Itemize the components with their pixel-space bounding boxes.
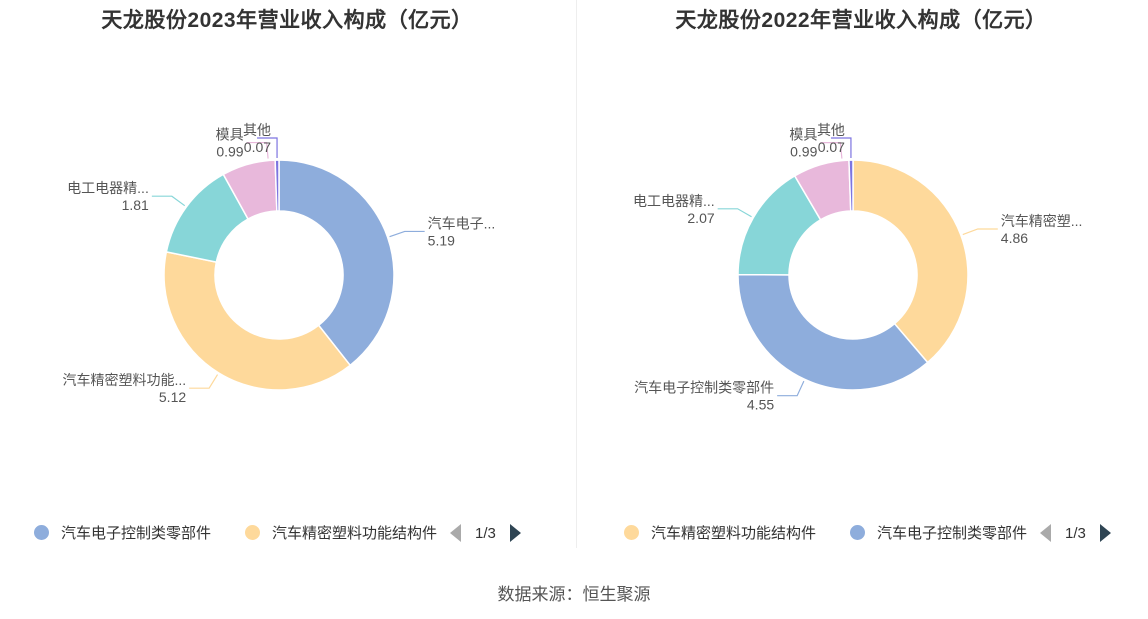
chart-title: 天龙股份2023年营业收入构成（亿元） [101,9,473,32]
legend-pager: 1/3 [1040,522,1111,544]
slice-label: 模具 [216,127,244,143]
slice-label: 其他 [243,122,271,138]
slice-value-label: 4.55 [747,397,774,413]
slice-label: 电工电器精... [633,193,715,209]
leader-line [246,141,269,159]
legend-dot [34,524,49,540]
legend-dot [624,524,639,540]
slice-value-label: 0.07 [244,139,271,155]
leader-line [962,228,998,236]
slice-label: 汽车精密塑料功能... [62,372,186,388]
legend-item[interactable]: 汽车精密塑料功能结构件 [624,516,834,548]
slice-value-label: 0.07 [818,139,845,155]
next-page-icon[interactable] [509,524,521,542]
legend-item[interactable]: 汽车精密塑料功能结构件 [245,516,437,548]
donut-slice[interactable] [737,273,929,391]
legend-label: 汽车精密塑料功能结构件 [272,524,437,542]
donut-slice[interactable] [274,159,280,212]
next-page-icon[interactable] [1099,524,1111,542]
leader-line [151,195,186,207]
legend-label: 汽车电子控制类零部件 [61,524,212,542]
legend-page-indicator: 1/3 [1065,524,1086,542]
slice-label: 汽车电子控制类零部件 [634,380,774,396]
legend-page-indicator: 1/3 [475,524,496,542]
donut-chart: 汽车电子...5.19 汽车精密塑料功能...5.12 电工电器精...1.81 模具… [62,122,496,405]
slice-label: 模具 [789,127,817,143]
slice-value-label: 1.81 [122,197,149,213]
legend-dot [245,524,260,540]
chart-title: 天龙股份2022年营业收入构成（亿元） [675,9,1047,32]
prev-page-icon[interactable] [1040,524,1051,542]
legend: 汽车精密塑料功能结构件 汽车电子控制类零部件 1/3 [574,516,1148,548]
leader-line [830,137,852,159]
leader-line [777,380,805,397]
legend-pager: 1/3 [450,522,521,544]
slice-value-label: 4.86 [1001,230,1028,246]
legend-label: 汽车电子控制类零部件 [877,524,1028,542]
slice-label: 其他 [817,122,845,138]
data-source-note: 数据来源：恒生聚源 [497,585,651,604]
donut-slice[interactable] [278,159,395,367]
legend-item[interactable]: 汽车电子控制类零部件 [850,516,1028,548]
donut-slice[interactable] [848,159,854,212]
chart-panel-2022: 天龙股份2022年营业收入构成（亿元） 汽车精密塑... 4.86 汽车电子控制类零… [574,0,1148,560]
panel-divider [576,0,577,548]
prev-page-icon[interactable] [450,524,461,542]
legend-label: 汽车精密塑料功能结构件 [651,524,817,542]
leader-line [257,137,278,159]
donut-slice[interactable] [163,250,352,391]
leader-line [389,230,425,238]
chart-panel-2023: 天龙股份2023年营业收入构成（亿元） 汽车电子... 5.19 汽车精密塑料功能.… [0,0,574,560]
legend: 汽车电子控制类零部件 汽车精密塑料功能结构件 1/3 [0,516,574,548]
slice-value-label: 5.19 [428,232,455,248]
slice-value-label: 0.99 [216,144,243,160]
slice-label: 汽车电子... [428,215,496,231]
slice-value-label: 0.99 [790,144,817,160]
legend-item[interactable]: 汽车电子控制类零部件 [34,516,234,548]
leader-line [189,374,219,389]
slice-value-label: 2.07 [687,210,714,226]
slice-label: 汽车精密塑... [1001,213,1083,229]
slice-label: 电工电器精... [67,180,149,196]
leader-line [820,142,843,159]
legend-dot [850,524,865,540]
leader-line [717,208,752,218]
slice-value-label: 5.12 [159,389,186,405]
donut-slice[interactable] [852,159,969,364]
